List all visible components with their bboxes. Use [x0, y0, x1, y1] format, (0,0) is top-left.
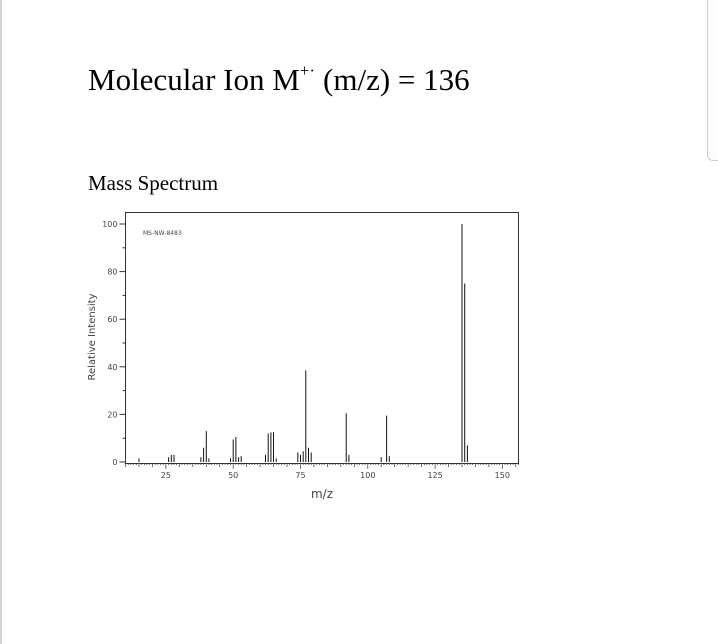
title-superscript: +·	[299, 61, 316, 80]
x-tick-label: 100	[360, 471, 375, 480]
y-tick-label: 60	[107, 315, 117, 324]
side-panel-tab[interactable]	[707, 0, 718, 161]
y-tick-label: 20	[107, 410, 117, 419]
page-left-border	[0, 0, 2, 644]
spectrum-peaks	[138, 224, 468, 462]
page-title: Molecular Ion M+· (m/z) = 136	[88, 62, 470, 98]
x-tick-label: 75	[295, 471, 305, 480]
y-axis-label: Relative Intensity	[87, 293, 98, 380]
x-tick-label: 150	[495, 471, 510, 480]
y-tick-label: 40	[107, 363, 117, 372]
x-tick-label: 125	[427, 471, 442, 480]
x-tick-label: 25	[161, 471, 171, 480]
x-axis: 25 50 75 100 125 150	[125, 463, 519, 480]
x-tick-label: 50	[228, 471, 238, 480]
y-tick-label: 0	[112, 458, 117, 467]
x-axis-label: m/z	[311, 487, 333, 501]
spectrum-id-annotation: MS-NW-8483	[143, 230, 182, 237]
y-tick-label: 100	[102, 220, 117, 229]
y-axis: 0 20 40 60 80 100	[102, 220, 126, 467]
section-title: Mass Spectrum	[88, 171, 219, 195]
y-tick-label: 80	[107, 268, 117, 277]
title-prefix: Molecular Ion M	[88, 62, 300, 97]
title-suffix: (m/z) = 136	[323, 62, 470, 97]
plot-frame	[125, 212, 519, 464]
